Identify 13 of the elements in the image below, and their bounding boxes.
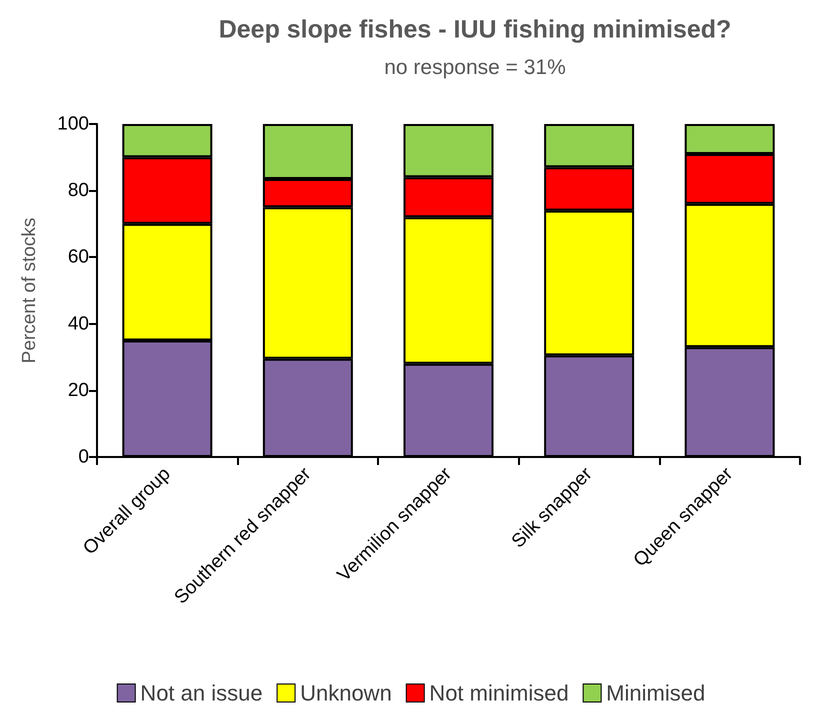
y-tick-label: 80: [68, 180, 89, 202]
legend-label: Unknown: [300, 680, 392, 706]
chart-title: Deep slope fishes - IUU fishing minimised?: [218, 16, 732, 44]
y-tick-label: 0: [78, 446, 89, 468]
y-tick-label: 60: [68, 246, 89, 268]
y-tick-label: 20: [68, 380, 89, 401]
legend-label: Not an issue: [140, 680, 263, 706]
legend-label: Minimised: [606, 680, 706, 706]
chart-subtitle: no response = 31%: [384, 56, 566, 79]
y-axis-title: Percent of stocks: [19, 218, 40, 364]
y-tick-label: 40: [68, 313, 89, 334]
y-tick-label: 100: [57, 114, 89, 134]
legend-label: Not minimised: [429, 680, 569, 706]
